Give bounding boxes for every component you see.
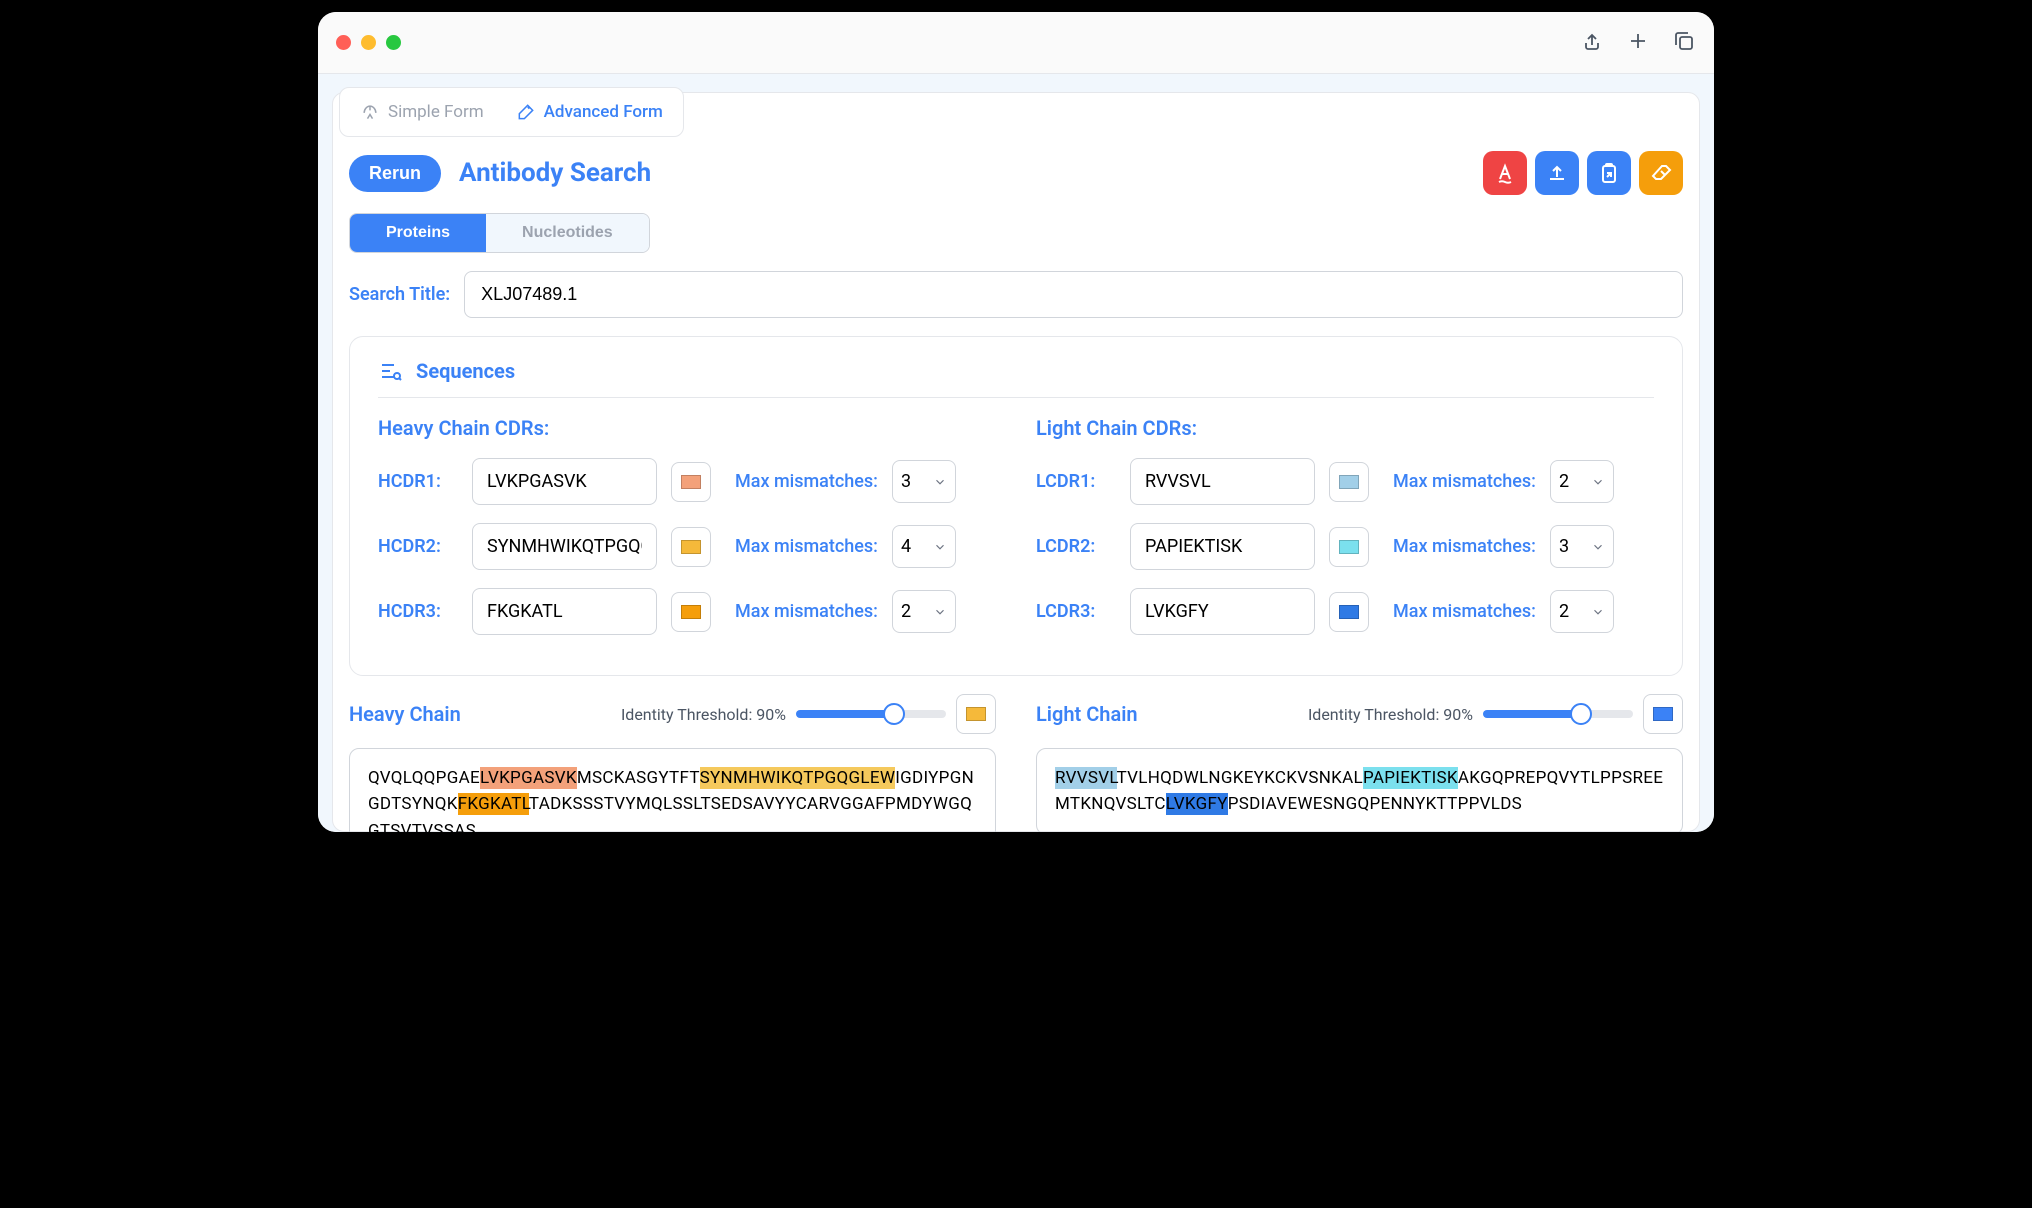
hcdr2-mm-select[interactable]: 4 [892,525,956,568]
hcdr2-label: HCDR2: [378,536,458,557]
sequences-header: Sequences [416,359,515,383]
tab-simple-form[interactable]: Simple Form [346,94,498,130]
hcdr3-mm-select[interactable]: 2 [892,590,956,633]
heavy-swatch[interactable] [956,694,996,734]
heavy-chain-cdrs: Heavy Chain CDRs: HCDR1: Max mismatches:… [378,416,996,653]
hcdr1-input[interactable] [472,458,657,505]
sequence-type-segment: Proteins Nucleotides [349,213,650,253]
heavy-threshold-slider[interactable] [796,710,946,718]
hcdr2-input[interactable] [472,523,657,570]
lcdr3-label: LCDR3: [1036,601,1116,622]
hcdr2-mm-label: Max mismatches: [735,536,878,557]
heavy-chain-title: Heavy Chain CDRs: [378,416,996,440]
segment-nucleotides[interactable]: Nucleotides [486,214,649,252]
heavy-threshold-label: Identity Threshold: 90% [621,705,786,724]
rerun-button[interactable]: Rerun [349,155,441,192]
lcdr2-label: LCDR2: [1036,536,1116,557]
light-swatch[interactable] [1643,694,1683,734]
hcdr2-color[interactable] [671,527,711,567]
lcdr2-mm-select[interactable]: 3 [1550,525,1614,568]
heavy-chain-block-title: Heavy Chain [349,702,461,726]
light-chain-title: Light Chain CDRs: [1036,416,1654,440]
font-button[interactable] [1483,151,1527,195]
hcdr3-color[interactable] [671,592,711,632]
hcdr3-input[interactable] [472,588,657,635]
lcdr1-label: LCDR1: [1036,471,1116,492]
lcdr1-input[interactable] [1130,458,1315,505]
light-threshold-slider[interactable] [1483,710,1633,718]
lcdr2-color[interactable] [1329,527,1369,567]
tab-advanced-form[interactable]: Advanced Form [502,94,677,130]
lcdr3-input[interactable] [1130,588,1315,635]
search-title-input[interactable] [464,271,1683,318]
hcdr1-mm-select[interactable]: 3 [892,460,956,503]
hcdr1-color[interactable] [671,462,711,502]
clipboard-button[interactable] [1587,151,1631,195]
copy-icon[interactable] [1672,29,1696,57]
lcdr3-mm-select[interactable]: 2 [1550,590,1614,633]
hcdr3-mm-label: Max mismatches: [735,601,878,622]
light-sequence-text: RVVSVLTVLHQDWLNGKEYKCKVSNKALPAPIEKTISKAK… [1036,748,1683,832]
lcdr1-mm-label: Max mismatches: [1393,471,1536,492]
lcdr1-mm-select[interactable]: 2 [1550,460,1614,503]
search-title-label: Search Title: [349,284,450,305]
upload-button[interactable] [1535,151,1579,195]
titlebar [318,12,1714,74]
window-minimize[interactable] [361,35,376,50]
lcdr3-color[interactable] [1329,592,1369,632]
lcdr1-color[interactable] [1329,462,1369,502]
tab-advanced-label: Advanced Form [544,102,663,122]
hcdr1-label: HCDR1: [378,471,458,492]
window-zoom[interactable] [386,35,401,50]
hcdr1-mm-label: Max mismatches: [735,471,878,492]
share-icon[interactable] [1580,29,1604,57]
lcdr3-mm-label: Max mismatches: [1393,601,1536,622]
light-chain-block-title: Light Chain [1036,702,1138,726]
heavy-sequence-text: QVQLQQPGAELVKPGASVKMSCKASGYTFTSYNMHWIKQT… [349,748,996,832]
light-threshold-label: Identity Threshold: 90% [1308,705,1473,724]
lcdr2-input[interactable] [1130,523,1315,570]
page-title: Antibody Search [459,158,651,188]
window-close[interactable] [336,35,351,50]
lcdr2-mm-label: Max mismatches: [1393,536,1536,557]
light-chain-cdrs: Light Chain CDRs: LCDR1: Max mismatches:… [1036,416,1654,653]
segment-proteins[interactable]: Proteins [350,214,486,252]
plus-icon[interactable] [1626,29,1650,57]
tab-simple-label: Simple Form [388,102,484,122]
eraser-button[interactable] [1639,151,1683,195]
hcdr3-label: HCDR3: [378,601,458,622]
